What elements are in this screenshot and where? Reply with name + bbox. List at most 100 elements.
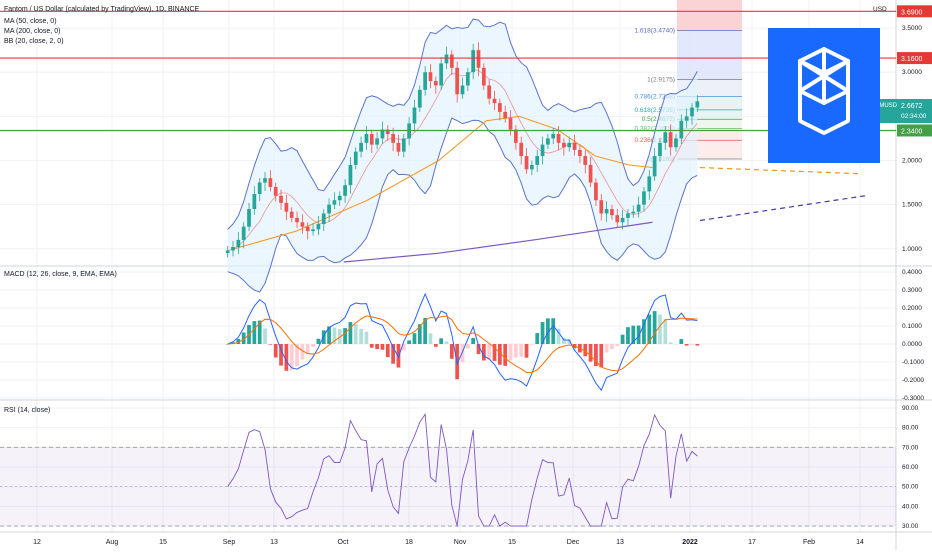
macd-histogram-bar bbox=[460, 344, 465, 363]
bollinger-fill bbox=[227, 19, 698, 293]
candle-body bbox=[679, 120, 684, 139]
fib-level-label: 1.618(3.4740) bbox=[635, 27, 675, 34]
candle-body bbox=[247, 209, 251, 227]
candle-body bbox=[481, 67, 486, 86]
indicator-bb[interactable]: BB (20, close, 2, 0) bbox=[4, 38, 64, 45]
macd-histogram-bar bbox=[556, 328, 561, 344]
macd-histogram-bar bbox=[642, 319, 646, 344]
macd-histogram-bar bbox=[433, 344, 438, 347]
macd-signal-line bbox=[227, 315, 698, 374]
horizontal-level-tag bbox=[897, 52, 932, 65]
macd-histogram-bar bbox=[407, 340, 411, 344]
candle-body bbox=[620, 217, 625, 223]
macd-histogram-bar bbox=[348, 321, 353, 344]
macd-histogram-bar bbox=[503, 344, 508, 366]
candle-body bbox=[439, 63, 444, 86]
fib-zone bbox=[677, 119, 742, 129]
candle-body bbox=[305, 226, 310, 232]
macd-histogram-bar bbox=[289, 344, 294, 371]
candle-body bbox=[348, 164, 353, 186]
macd-histogram-bar bbox=[690, 344, 694, 346]
indicator-ma200[interactable]: MA (200, close, 0) bbox=[4, 28, 60, 35]
macd-histogram-bar bbox=[631, 325, 636, 344]
macd-histogram-bar bbox=[305, 344, 310, 355]
macd-histogram-bar bbox=[663, 319, 668, 344]
candle-body bbox=[423, 72, 428, 90]
candle-body bbox=[401, 138, 406, 152]
y-tick-label: 1.5000 bbox=[902, 202, 922, 209]
macd-histogram-bar bbox=[417, 324, 422, 344]
macd-histogram-bar bbox=[514, 344, 518, 358]
candle-body bbox=[236, 239, 241, 247]
macd-histogram-bar bbox=[620, 334, 625, 344]
candle-body bbox=[615, 215, 620, 223]
y-tick-label: 0.4000 bbox=[902, 269, 922, 276]
bollinger-lower bbox=[227, 117, 698, 293]
candle-body bbox=[273, 186, 278, 196]
x-tick-label: Sep bbox=[223, 539, 236, 546]
candle-body bbox=[241, 226, 246, 240]
candle-body bbox=[642, 191, 646, 205]
candle-body bbox=[487, 85, 492, 99]
x-tick-label: Oct bbox=[338, 539, 349, 546]
candle-body bbox=[668, 132, 673, 148]
candle-body bbox=[626, 213, 630, 218]
macd-line bbox=[227, 292, 698, 392]
candle-body bbox=[257, 182, 262, 195]
macd-histogram-bar bbox=[594, 344, 598, 367]
macd-histogram-bar bbox=[588, 344, 593, 362]
macd-histogram-bar bbox=[268, 344, 273, 345]
ma200-line bbox=[343, 221, 653, 263]
candle-body bbox=[652, 156, 657, 177]
macd-label[interactable]: MACD (12, 26, close, 9, EMA, EMA) bbox=[4, 271, 117, 278]
x-tick-label: 18 bbox=[405, 539, 413, 546]
macd-histogram-bar bbox=[449, 344, 454, 359]
y-tick-label: 70.00 bbox=[902, 444, 919, 451]
candle-body bbox=[583, 156, 588, 165]
y-tick-label: 50.00 bbox=[902, 484, 919, 491]
candle-body bbox=[225, 250, 230, 254]
ma50-line bbox=[234, 115, 653, 250]
candle-body bbox=[674, 138, 678, 148]
indicator-ma50[interactable]: MA (50, close, 0) bbox=[4, 18, 57, 25]
macd-histogram-bar bbox=[300, 344, 305, 360]
x-tick-label: Feb bbox=[803, 539, 815, 546]
fib-zone bbox=[677, 109, 742, 120]
y-tick-label: -0.3000 bbox=[902, 395, 924, 402]
candle-body bbox=[599, 200, 604, 214]
candle-body bbox=[455, 67, 460, 95]
macd-histogram-bar bbox=[385, 344, 390, 358]
candle-body bbox=[530, 164, 534, 170]
macd-histogram-bar bbox=[273, 344, 278, 358]
macd-histogram-bar bbox=[610, 344, 614, 349]
macd-histogram-bar bbox=[343, 328, 347, 344]
x-tick-label: 2022 bbox=[682, 539, 698, 546]
candle-body bbox=[492, 98, 497, 104]
x-tick-label: Dec bbox=[567, 539, 580, 546]
candle-body bbox=[412, 107, 417, 124]
macd-histogram-bar bbox=[225, 344, 230, 345]
candle-body bbox=[321, 213, 326, 225]
rsi-label[interactable]: RSI (14, close) bbox=[4, 407, 50, 414]
candle-body bbox=[263, 178, 267, 183]
macd-histogram-bar bbox=[391, 344, 395, 364]
macd-histogram-bar bbox=[535, 333, 540, 344]
candle-body bbox=[417, 89, 422, 108]
candle-body bbox=[316, 224, 321, 230]
candle-body bbox=[695, 101, 700, 108]
candle-body bbox=[332, 200, 337, 205]
candle-body bbox=[556, 134, 561, 143]
y-tick-label: 1.0000 bbox=[902, 246, 922, 253]
macd-histogram-bar bbox=[476, 344, 481, 355]
y-tick-label: 60.00 bbox=[902, 464, 919, 471]
macd-histogram-bar bbox=[604, 344, 609, 353]
candle-body bbox=[311, 229, 315, 232]
candle-body bbox=[508, 118, 513, 130]
macd-histogram-bar bbox=[337, 329, 342, 344]
candle-body bbox=[337, 195, 342, 201]
x-tick-label: Nov bbox=[454, 539, 467, 546]
candle-body bbox=[428, 72, 433, 82]
macd-histogram-bar bbox=[311, 344, 315, 347]
candle-body bbox=[588, 164, 593, 183]
